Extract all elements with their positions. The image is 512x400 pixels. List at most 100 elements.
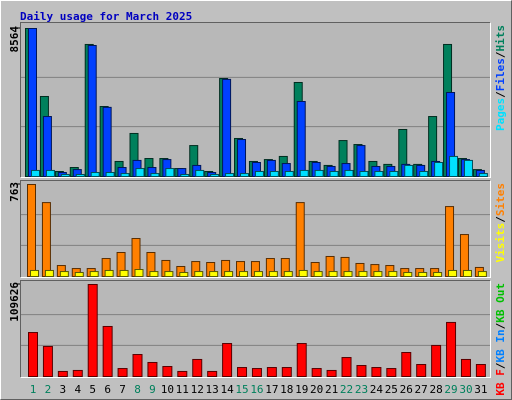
y-tick-label: 109626 xyxy=(8,282,21,322)
x-tick-label: 7 xyxy=(119,383,126,396)
x-tick-label: 23 xyxy=(355,383,368,396)
bar xyxy=(179,272,189,277)
bar xyxy=(222,78,232,177)
x-tick-label: 15 xyxy=(235,383,248,396)
x-tick-label: 4 xyxy=(74,383,81,396)
bar xyxy=(266,367,277,378)
bar xyxy=(194,271,204,278)
bar xyxy=(132,354,143,377)
bar xyxy=(224,271,234,278)
bar xyxy=(463,159,473,177)
legend-entry: KB In xyxy=(494,329,507,362)
bevel xyxy=(20,280,491,378)
bar xyxy=(311,368,322,377)
x-tick-label: 5 xyxy=(89,383,96,396)
bevel xyxy=(20,180,491,278)
legend-entry: Sites xyxy=(494,183,507,216)
x-tick-label: 2 xyxy=(45,383,52,396)
bar xyxy=(374,170,384,178)
bar xyxy=(147,361,158,377)
bar xyxy=(45,169,55,178)
bar xyxy=(281,367,292,378)
bar xyxy=(89,271,99,278)
bar xyxy=(180,174,190,177)
bar xyxy=(60,174,70,177)
bar xyxy=(389,170,399,178)
x-tick-label: 31 xyxy=(474,383,487,396)
bar xyxy=(30,269,39,277)
bar xyxy=(135,168,145,178)
bar xyxy=(104,269,114,277)
x-tick-label: 3 xyxy=(60,383,67,396)
bar xyxy=(87,45,97,177)
bar xyxy=(27,184,36,277)
bar xyxy=(477,271,487,278)
bar xyxy=(448,269,458,277)
bar xyxy=(328,271,338,278)
bar xyxy=(225,173,235,177)
x-tick-label: 27 xyxy=(415,383,428,396)
bar xyxy=(119,269,129,277)
legend: Pages/Files/Hits xyxy=(494,25,507,131)
legend-entry: Pages xyxy=(494,98,507,131)
bar xyxy=(209,271,219,278)
bar xyxy=(284,170,294,178)
legend-entry: Files xyxy=(494,58,507,91)
bar xyxy=(102,325,113,377)
bar xyxy=(253,271,263,278)
bar xyxy=(28,332,38,377)
legend-separator: / xyxy=(494,51,507,58)
x-tick-label: 16 xyxy=(250,383,263,396)
plot-area xyxy=(20,22,491,178)
bar xyxy=(418,272,428,277)
bar xyxy=(446,321,457,378)
chart-title: Daily usage for March 2025 xyxy=(20,10,192,23)
bar xyxy=(239,271,249,278)
legend: KB F/KB In/KB Out xyxy=(494,283,507,396)
bevel xyxy=(20,180,491,278)
bar xyxy=(475,363,486,378)
x-tick-label: 9 xyxy=(149,383,156,396)
x-tick-label: 11 xyxy=(176,383,189,396)
bar xyxy=(237,139,247,178)
bar xyxy=(343,271,353,278)
bar xyxy=(57,370,68,377)
legend-entry: Visits xyxy=(494,223,507,263)
bar xyxy=(102,106,112,177)
x-tick-label: 12 xyxy=(191,383,204,396)
legend-separator: / xyxy=(494,91,507,98)
bar xyxy=(207,370,218,377)
bar xyxy=(283,271,293,278)
x-tick-label: 17 xyxy=(265,383,278,396)
bar xyxy=(449,155,459,177)
plot-area xyxy=(20,280,491,378)
bar xyxy=(240,173,250,177)
bar xyxy=(87,284,98,377)
bar xyxy=(445,206,455,278)
bar xyxy=(371,367,382,378)
bar xyxy=(401,351,412,377)
bar xyxy=(251,368,262,377)
bar xyxy=(42,345,53,377)
bar xyxy=(44,269,54,277)
bar xyxy=(296,100,306,177)
bar xyxy=(478,173,488,177)
y-tick-label: 8564 xyxy=(8,26,21,53)
bar xyxy=(462,269,472,277)
y-tick-label: 763 xyxy=(8,182,21,202)
bar xyxy=(295,202,305,277)
bevel xyxy=(20,22,491,178)
legend-separator: / xyxy=(494,322,507,329)
x-tick-label: 13 xyxy=(206,383,219,396)
bar xyxy=(296,343,307,377)
x-tick-label: 6 xyxy=(104,383,111,396)
bar xyxy=(165,168,175,178)
x-tick-label: 28 xyxy=(429,383,442,396)
bar xyxy=(105,172,115,178)
bar xyxy=(298,269,308,277)
bar xyxy=(192,358,203,378)
legend-entry: KB Out xyxy=(494,283,507,323)
bar xyxy=(416,363,427,378)
bevel xyxy=(20,22,491,178)
